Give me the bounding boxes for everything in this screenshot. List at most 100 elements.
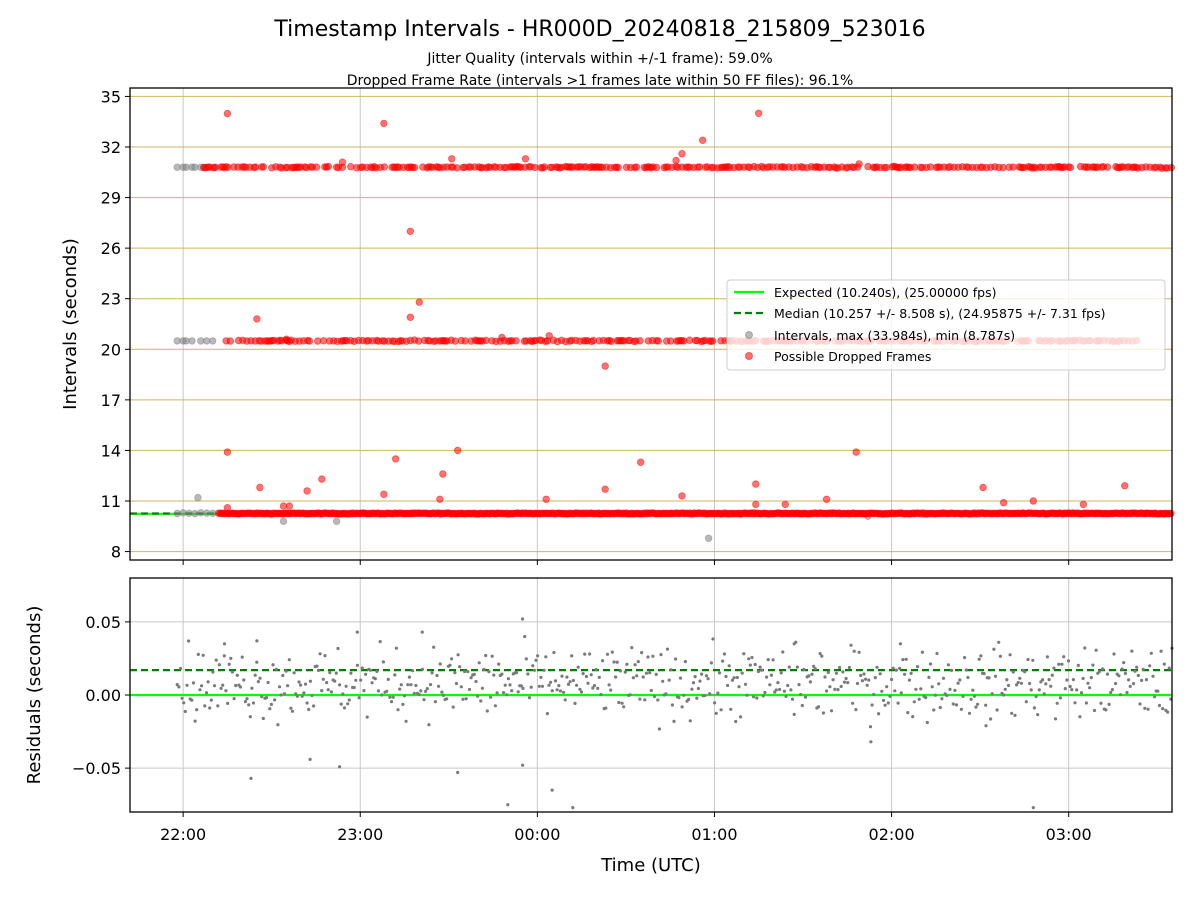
residual-point	[483, 668, 486, 671]
residual-point	[364, 673, 367, 676]
residual-point	[716, 692, 719, 695]
residual-point	[185, 684, 188, 687]
residual-point	[489, 696, 492, 699]
residual-point	[310, 694, 313, 697]
residual-point	[919, 687, 922, 690]
residual-point	[523, 635, 526, 638]
dropped-frame-point	[313, 164, 320, 171]
residual-point	[817, 705, 820, 708]
residual-point	[921, 651, 924, 654]
residual-point	[375, 670, 378, 673]
residual-point	[1085, 701, 1088, 704]
dropped-frame-outlier	[543, 496, 550, 503]
residual-point	[991, 692, 994, 695]
residual-point	[250, 687, 253, 690]
residual-point	[458, 665, 461, 668]
residual-point	[1142, 668, 1145, 671]
residual-point	[195, 708, 198, 711]
residual-point	[1007, 684, 1010, 687]
residual-point	[786, 684, 789, 687]
residual-point	[1112, 652, 1115, 655]
residual-point	[1145, 678, 1148, 681]
residual-outlier	[984, 724, 987, 727]
residual-point	[289, 707, 292, 710]
residual-point	[997, 641, 1000, 644]
residual-point	[229, 657, 232, 660]
residual-point	[510, 689, 513, 692]
residual-point	[674, 657, 677, 660]
residual-point	[884, 704, 887, 707]
residual-point	[836, 688, 839, 691]
residual-outlier	[356, 631, 359, 634]
residual-point	[948, 688, 951, 691]
residual-point	[781, 650, 784, 653]
residual-outlier	[521, 617, 524, 620]
residual-point	[789, 688, 792, 691]
residual-point	[359, 679, 362, 682]
residual-point	[528, 696, 531, 699]
residual-point	[1005, 678, 1008, 681]
residual-point	[983, 672, 986, 675]
residual-point	[429, 683, 432, 686]
residual-point	[348, 698, 351, 701]
residual-point	[611, 651, 614, 654]
residual-point	[208, 706, 211, 709]
residual-point	[268, 707, 271, 710]
residual-point	[296, 695, 299, 698]
residual-point	[374, 677, 377, 680]
residual-point	[284, 670, 287, 673]
dropped-frame-outlier	[1000, 499, 1007, 506]
residual-point	[411, 669, 414, 672]
residual-point	[621, 702, 624, 705]
residual-point	[968, 712, 971, 715]
residual-point	[664, 692, 667, 695]
residual-point	[910, 672, 913, 675]
residual-point	[606, 653, 609, 656]
top-y-tick-label: 14	[101, 441, 121, 460]
residual-point	[749, 664, 752, 667]
bottom-y-tick-label: 0.00	[85, 686, 121, 705]
residual-point	[635, 674, 638, 677]
residual-point	[898, 667, 901, 670]
residual-point	[999, 655, 1002, 658]
residual-point	[1148, 664, 1151, 667]
dropped-frame-outlier	[339, 159, 346, 166]
residual-point	[583, 653, 586, 656]
residual-point	[887, 701, 890, 704]
residual-point	[221, 684, 224, 687]
residual-point	[1153, 695, 1156, 698]
residual-point	[192, 681, 195, 684]
residual-point	[1031, 659, 1034, 662]
bottom-y-tick-label: 0.05	[85, 613, 121, 632]
residual-point	[283, 692, 286, 695]
residual-point	[502, 691, 505, 694]
residual-point	[874, 676, 877, 679]
residual-point	[346, 702, 349, 705]
residual-point	[646, 655, 649, 658]
dropped-frame-point	[227, 338, 234, 345]
residual-point	[823, 675, 826, 678]
dropped-frame-point	[381, 164, 388, 171]
residual-point	[601, 659, 604, 662]
residual-point	[838, 666, 841, 669]
residual-point	[1134, 670, 1137, 673]
top-y-tick-label: 35	[101, 87, 121, 106]
residual-point	[723, 652, 726, 655]
x-axis-label: Time (UTC)	[600, 855, 701, 876]
residual-point	[254, 674, 257, 677]
residual-point	[970, 698, 973, 701]
residual-point	[309, 680, 312, 683]
dropped-frame-point	[348, 163, 355, 170]
residual-point	[1057, 663, 1060, 666]
residual-point	[780, 671, 783, 674]
dropped-frame-point	[306, 338, 313, 345]
residual-point	[1135, 666, 1138, 669]
residual-point	[965, 668, 968, 671]
x-tick-label: 00:00	[514, 825, 560, 844]
residual-point	[474, 680, 477, 683]
residual-point	[432, 646, 435, 649]
dropped-frame-outlier	[437, 496, 444, 503]
dropped-frame-outlier	[254, 316, 261, 323]
residual-point	[345, 685, 348, 688]
residual-point	[880, 690, 883, 693]
